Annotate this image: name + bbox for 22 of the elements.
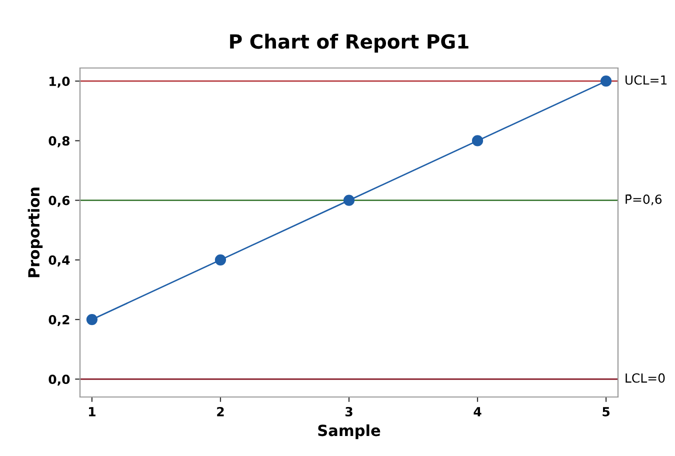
point — [472, 135, 484, 146]
point — [86, 314, 98, 326]
x-tick-label: 5 — [602, 407, 610, 416]
x-tick-label: 4 — [474, 407, 482, 416]
point — [343, 194, 355, 206]
point — [214, 254, 226, 266]
ref-line-label: LCL=0 — [626, 373, 665, 383]
point — [600, 76, 612, 87]
y-tick-label: 0,6 — [48, 196, 70, 207]
ref-line-label: UCL=1 — [626, 75, 667, 85]
ref-line-label: P̄=0,6 — [626, 194, 662, 206]
y-axis-title: Proportion — [28, 188, 43, 278]
y-tick-label: 0,8 — [48, 136, 70, 148]
y-tick-label: 0,0 — [48, 374, 70, 386]
x-tick-label: 1 — [89, 407, 96, 416]
y-tick-label: 0,2 — [48, 314, 70, 326]
x-axis-title: Sample — [318, 424, 380, 440]
x-tick-label: 2 — [217, 406, 224, 416]
chart-title: P Chart of Report PG1 — [230, 34, 468, 53]
y-tick-label: 0,4 — [48, 255, 70, 266]
x-tick-label: 3 — [345, 406, 352, 416]
y-tick-label: 1,0 — [50, 76, 70, 88]
